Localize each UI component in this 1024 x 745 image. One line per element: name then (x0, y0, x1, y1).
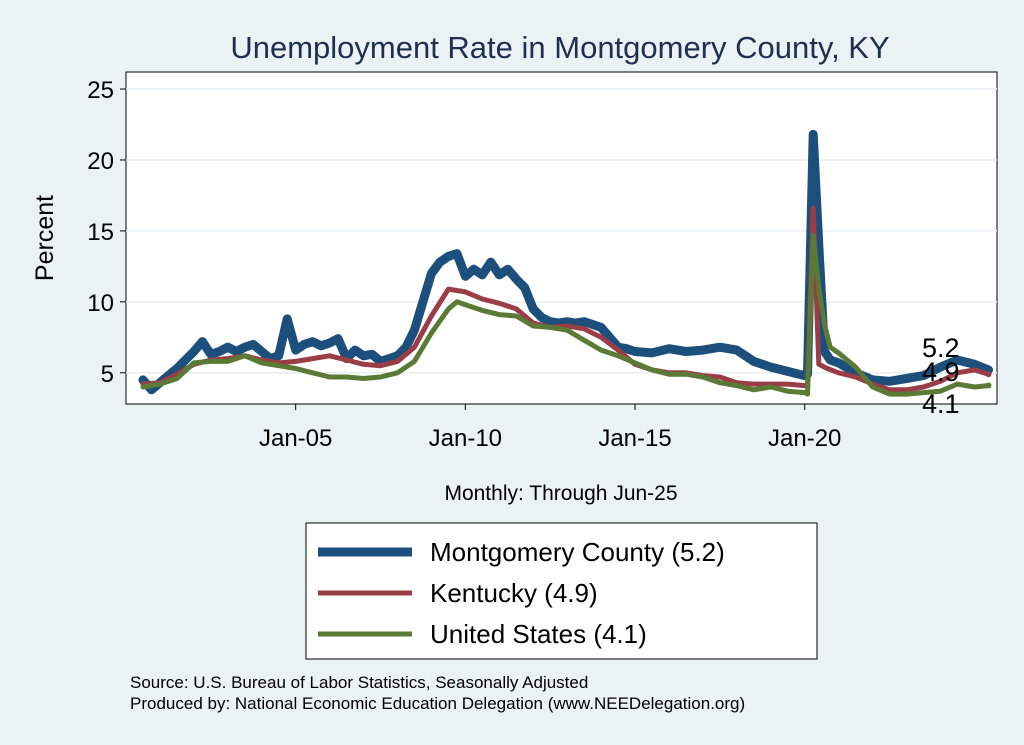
legend-label-2: Kentucky (4.9) (430, 578, 598, 608)
legend: Montgomery County (5.2) Kentucky (4.9) Uni… (305, 522, 818, 660)
x-tick-label: Jan-15 (598, 425, 671, 452)
legend-label-1: Montgomery County (5.2) (430, 537, 725, 567)
plot-area (125, 71, 998, 405)
series-lines (138, 129, 993, 397)
producer-note: Produced by: National Economic Education… (130, 694, 745, 713)
end-point-2 (985, 371, 992, 378)
y-axis-label: Percent (31, 195, 59, 281)
y-tick-label: 15 (87, 219, 114, 246)
y-tick-label: 10 (87, 290, 114, 317)
x-axis: Jan-05 Jan-10 Jan-15 Jan-20 (259, 404, 841, 452)
end-point-3 (985, 382, 992, 389)
chart-title: Unemployment Rate in Montgomery County, … (230, 30, 889, 65)
series-line-2 (140, 205, 991, 393)
y-axis: 5 10 15 20 25 (87, 77, 126, 388)
y-tick-label: 20 (87, 148, 114, 175)
end-labels: 5.24.94.1 (922, 333, 992, 419)
x-axis-label: Monthly: Through Jun-25 (444, 482, 677, 505)
x-tick-label: Jan-20 (768, 425, 841, 452)
end-point-1 (985, 366, 992, 373)
legend-items: Montgomery County (5.2) Kentucky (4.9) Uni… (318, 537, 725, 649)
y-tick-label: 25 (87, 77, 114, 104)
series-line-3 (140, 232, 991, 397)
end-value-label-1: 5.2 (922, 333, 960, 363)
end-value-label-3: 4.1 (922, 389, 960, 419)
y-tick-label: 5 (101, 361, 114, 388)
x-tick-label: Jan-05 (259, 425, 332, 452)
x-tick-label: Jan-10 (429, 425, 502, 452)
source-note: Source: U.S. Bureau of Labor Statistics,… (130, 673, 588, 692)
end-value-label-2: 4.9 (922, 357, 960, 387)
legend-label-3: United States (4.1) (430, 619, 647, 649)
